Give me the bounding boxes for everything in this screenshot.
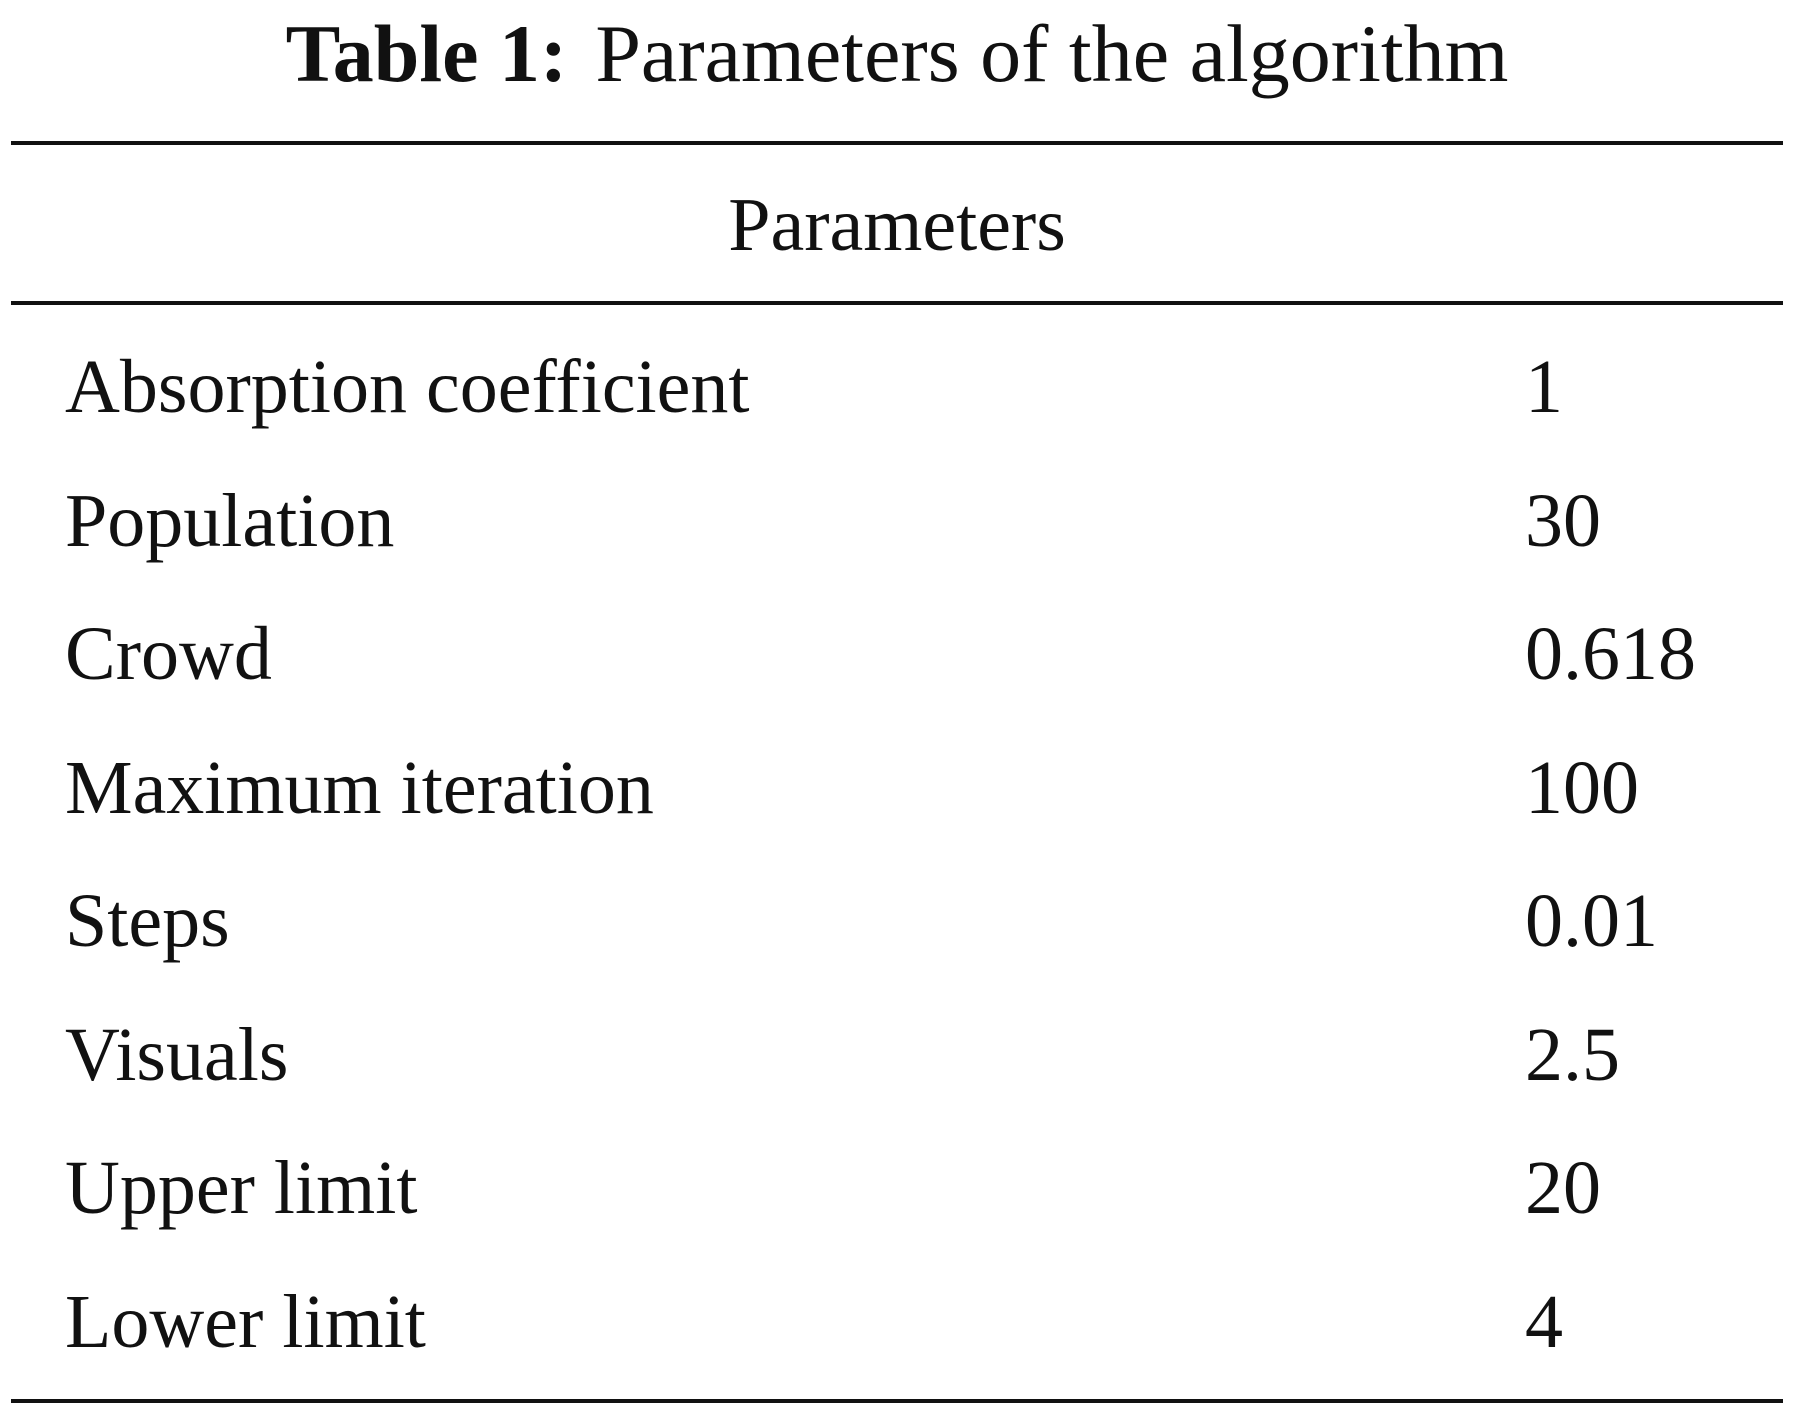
parameter-name: Upper limit [65, 1146, 418, 1230]
parameter-value: 4 [1525, 1279, 1563, 1364]
bottom-rule [11, 1399, 1783, 1403]
parameter-value: 100 [1525, 745, 1639, 830]
parameter-value: 30 [1525, 478, 1601, 563]
top-rule [11, 141, 1783, 145]
parameter-name: Maximum iteration [65, 745, 654, 830]
caption-label: Table 1: [285, 8, 568, 99]
parameter-name: Absorption coefficient [65, 345, 750, 429]
parameter-value: 1 [1525, 345, 1563, 429]
caption: Table 1: Parameters of the algorithm [0, 4, 1794, 104]
parameter-name: Steps [65, 879, 230, 963]
parameter-value: 2.5 [1525, 1012, 1620, 1097]
parameter-name: Population [65, 478, 395, 563]
table-header: Parameters [728, 183, 1066, 267]
parameter-value: 0.618 [1525, 612, 1696, 696]
parameter-value: 0.01 [1525, 879, 1658, 963]
mid-rule [11, 301, 1783, 305]
parameter-name: Lower limit [65, 1279, 426, 1364]
parameter-name: Crowd [65, 612, 272, 696]
parameter-value: 20 [1525, 1146, 1601, 1230]
parameter-name: Visuals [65, 1012, 289, 1097]
caption-title: Parameters of the algorithm [595, 8, 1509, 99]
